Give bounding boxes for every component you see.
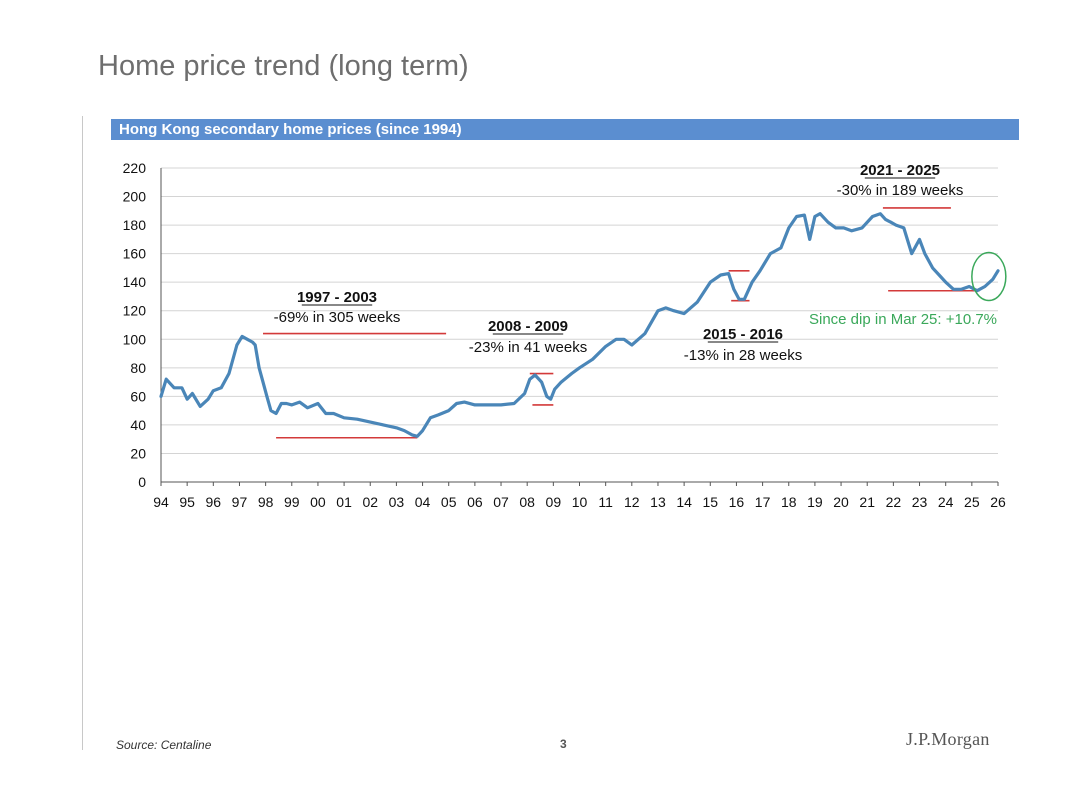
y-tick-label: 200 [123,189,147,205]
x-tick-label: 26 [990,494,1006,510]
x-tick-label: 95 [179,494,195,510]
chart-title-banner: Hong Kong secondary home prices (since 1… [111,119,1019,140]
series-line [159,212,1000,438]
x-tick-label: 12 [624,494,640,510]
x-tick-label: 13 [650,494,666,510]
x-tick-label: 98 [258,494,274,510]
drawdown-markers [263,207,980,439]
x-tick-label: 11 [598,494,613,510]
x-tick-label: 18 [781,494,797,510]
y-tick-label: 160 [123,246,147,262]
left-divider [82,116,83,750]
x-tick-label: 22 [886,494,902,510]
annotation-recovery: Since dip in Mar 25: +10.7% [809,311,997,328]
x-tick-label: 05 [441,494,457,510]
x-tick-label: 15 [702,494,718,510]
x-tick-label: 10 [572,494,588,510]
y-tick-label: 0 [138,474,146,490]
x-tick-label: 09 [546,494,562,510]
y-tick-label: 20 [130,445,146,461]
x-tick-label: 99 [284,494,300,510]
annotation-period: 2015 - 2016 [703,326,783,343]
annotations-layer: 1997 - 2003 -69% in 305 weeks 2008 - 2009 -… [274,162,1007,364]
x-tick-label: 00 [310,494,326,510]
y-tick-label: 180 [123,217,147,233]
axes [160,168,999,486]
x-tick-label: 16 [729,494,745,510]
annotation-change: -30% in 189 weeks [837,182,964,199]
x-tick-label: 14 [676,494,692,510]
page-title: Home price trend (long term) [98,50,469,82]
y-tick-label: 60 [130,388,146,404]
page-number: 3 [560,737,567,751]
x-tick-label: 94 [153,494,169,510]
x-tick-label: 06 [467,494,483,510]
recovery-highlight-circle [971,251,1007,302]
y-tick-label: 40 [130,417,146,433]
x-tick-label: 08 [519,494,535,510]
y-tick-label: 220 [123,160,147,176]
y-tick-label: 140 [123,274,147,290]
annotation-change: -69% in 305 weeks [274,309,401,326]
y-tick-label: 120 [123,303,147,319]
x-tick-label: 21 [859,494,875,510]
x-tick-label: 96 [206,494,222,510]
annotation-change: -13% in 28 weeks [684,347,802,364]
series-layer [159,212,1000,438]
x-tick-label: 01 [336,494,352,510]
x-tick-label: 97 [232,494,248,510]
x-tick-label: 17 [755,494,771,510]
annotation-period: 1997 - 2003 [297,289,377,306]
x-tick-label: 23 [912,494,928,510]
annotation-change: -23% in 41 weeks [469,339,587,356]
x-tick-label: 04 [415,494,431,510]
annotation-period: 2021 - 2025 [860,162,940,179]
x-tick-label: 07 [493,494,509,510]
x-tick-label: 20 [833,494,849,510]
x-tick-label: 24 [938,494,954,510]
y-tick-label: 100 [123,331,147,347]
y-tick-label: 80 [130,360,146,376]
jpmorgan-logo: J.P.Morgan [906,729,990,749]
x-tick-label: 02 [362,494,378,510]
x-tick-label: 03 [389,494,405,510]
x-tick-label: 19 [807,494,823,510]
source-note: Source: Centaline [116,738,212,752]
x-tick-label: 25 [964,494,980,510]
annotation-period: 2008 - 2009 [488,318,568,335]
